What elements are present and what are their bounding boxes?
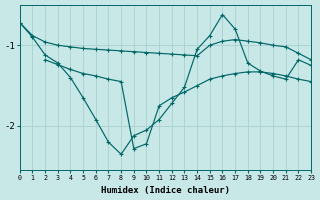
X-axis label: Humidex (Indice chaleur): Humidex (Indice chaleur) [101,186,230,195]
